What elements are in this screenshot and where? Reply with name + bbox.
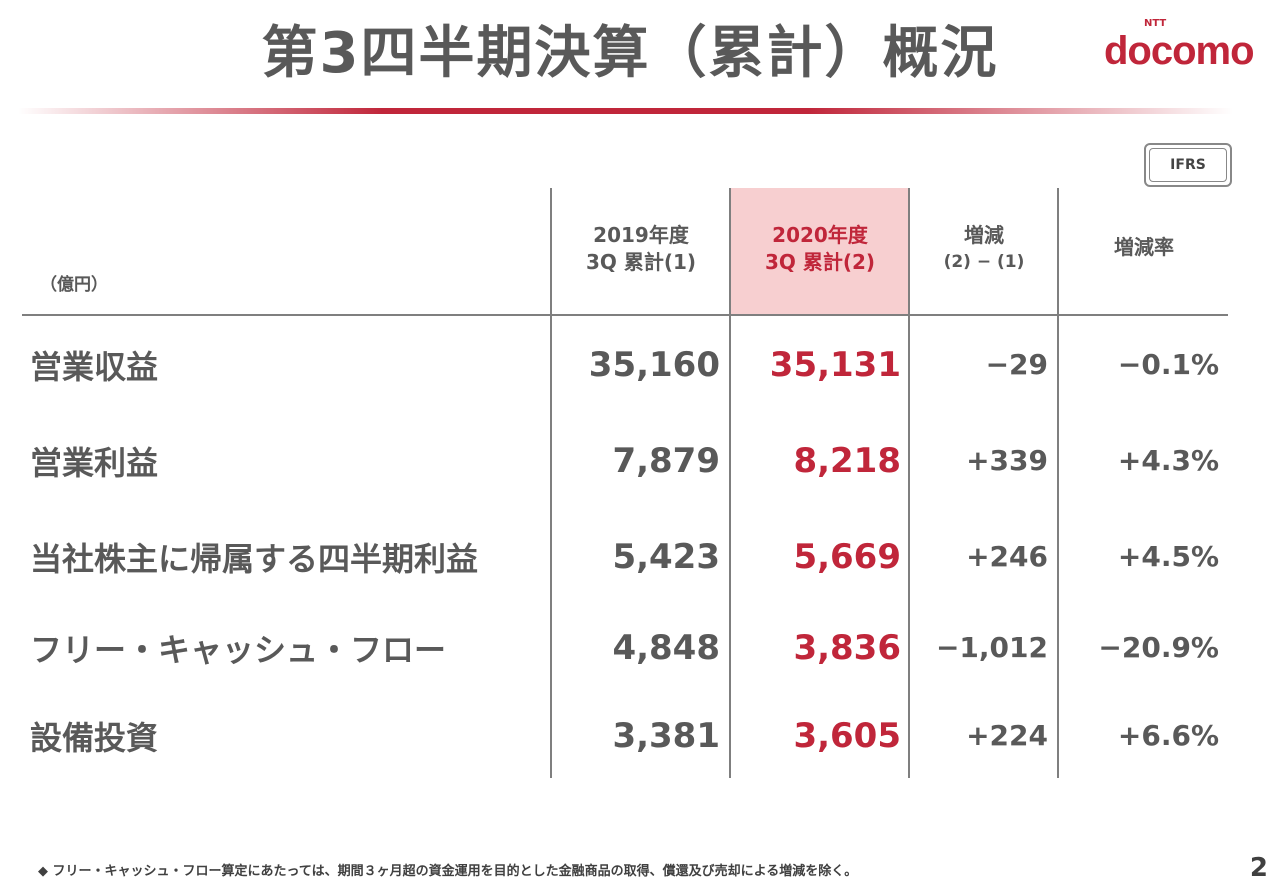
column-divider [908,188,910,778]
value-rate: +4.5% [1117,540,1219,573]
header-rate: 増減率 [1059,234,1229,261]
value-fy2019: 5,423 [612,536,720,577]
value-fy2020: 3,605 [793,715,901,756]
table-row: フリー・キャッシュ・フロー 4,848 3,836 −1,012 −20.9% [0,601,1280,694]
logo-ntt: NTT [1144,18,1167,29]
value-rate: +4.3% [1117,444,1219,477]
logo-brand: docomo [1104,29,1255,73]
header-line: 増減 [964,223,1004,247]
value-fy2020: 35,131 [769,344,901,385]
table-row: 設備投資 3,381 3,605 +224 +6.6% [0,689,1280,782]
table-row: 当社株主に帰属する四半期利益 5,423 5,669 +246 +4.5% [0,510,1280,603]
column-divider [550,188,552,778]
header-fy2020: 2020年度 3Q 累計(2) [731,222,909,276]
value-fy2019: 35,160 [588,344,720,385]
header-line: 3Q 累計(1) [585,250,697,274]
row-label: 設備投資 [30,718,159,757]
value-diff: −29 [985,348,1048,381]
ifrs-badge-label: IFRS [1149,148,1227,182]
value-diff: −1,012 [935,631,1048,664]
value-fy2019: 4,848 [612,627,720,668]
header-line: 2020年度 [772,223,868,247]
value-fy2020: 3,836 [793,627,901,668]
header-line: 3Q 累計(2) [764,250,876,274]
value-fy2020: 5,669 [793,536,901,577]
page-number: 2 [1249,853,1268,883]
value-fy2019: 7,879 [612,440,720,481]
header-line: 2019年度 [593,223,689,247]
row-label: 当社株主に帰属する四半期利益 [30,539,479,578]
value-rate: −20.9% [1098,631,1219,664]
page-title: 第3四半期決算（累計）概況 [261,21,999,86]
row-label: 営業収益 [30,347,159,386]
value-diff: +339 [966,444,1048,477]
header-line: (2) − (1) [943,252,1025,272]
header-fy2019: 2019年度 3Q 累計(1) [552,222,730,276]
highlight-column-header [731,188,909,315]
value-fy2020: 8,218 [793,440,901,481]
header-diff: 増減 (2) − (1) [910,222,1058,276]
row-label: フリー・キャッシュ・フロー [30,630,447,669]
unit-label: （億円） [40,275,108,295]
header-divider [22,314,1228,316]
docomo-logo: NTT docomo [1104,18,1274,74]
value-rate: +6.6% [1117,719,1219,752]
title-divider [18,108,1233,114]
value-rate: −0.1% [1117,348,1219,381]
value-diff: +246 [966,540,1048,573]
footnote: ◆ フリー・キャッシュ・フロー算定にあたっては、期間３ヶ月超の資金運用を目的とし… [38,864,858,879]
table-row: 営業収益 35,160 35,131 −29 −0.1% [0,318,1280,411]
column-divider [729,188,731,778]
table-row: 営業利益 7,879 8,218 +339 +4.3% [0,414,1280,507]
value-diff: +224 [966,719,1048,752]
column-divider [1057,188,1059,778]
header-line: 増減率 [1114,235,1174,259]
ifrs-badge: IFRS [1144,143,1232,187]
value-fy2019: 3,381 [612,715,720,756]
row-label: 営業利益 [30,443,159,482]
